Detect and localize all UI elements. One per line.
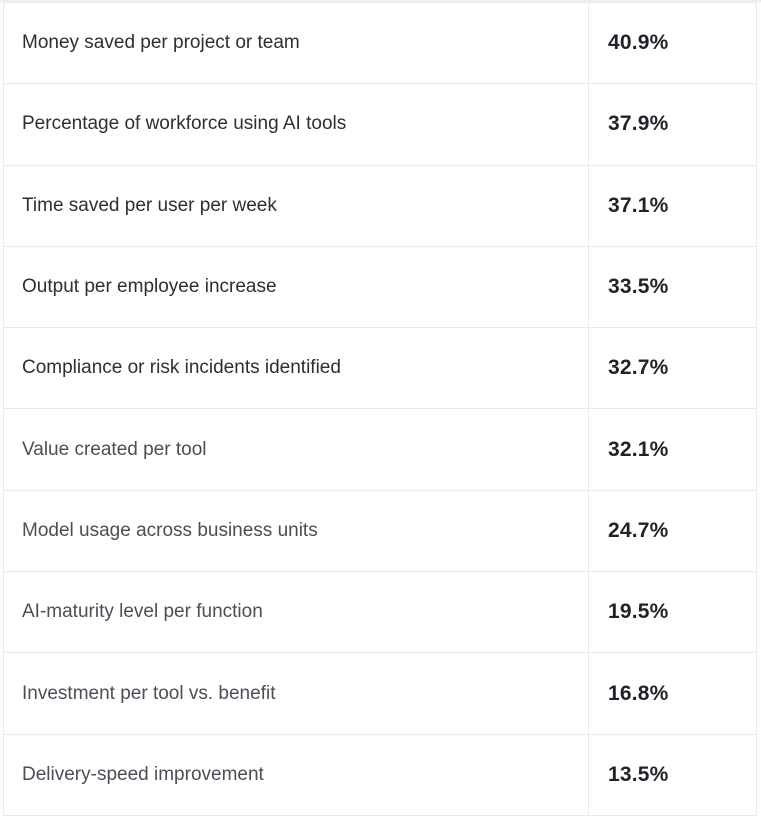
metric-value: 37.9% (588, 83, 757, 166)
metric-label: AI-maturity level per function (3, 571, 589, 654)
metrics-table: Money saved per project or team 40.9% Pe… (3, 1, 757, 816)
table-row: AI-maturity level per function 19.5% (3, 571, 757, 654)
metric-label: Time saved per user per week (3, 164, 589, 247)
table-row: Delivery-speed improvement 13.5% (3, 733, 757, 816)
metric-value: 32.1% (588, 408, 757, 491)
metric-label: Investment per tool vs. benefit (3, 652, 589, 735)
table-row: Compliance or risk incidents identified … (3, 327, 757, 410)
table-row: Output per employee increase 33.5% (3, 245, 757, 329)
metric-value: 33.5% (588, 245, 757, 329)
metric-value: 37.1% (588, 164, 757, 247)
metric-value: 32.7% (588, 327, 757, 410)
metric-label: Delivery-speed improvement (3, 733, 589, 816)
metric-label: Output per employee increase (3, 245, 589, 329)
metric-label: Money saved per project or team (3, 1, 589, 85)
table-row: Money saved per project or team 40.9% (3, 1, 757, 85)
metric-label: Value created per tool (3, 408, 589, 491)
table-row: Investment per tool vs. benefit 16.8% (3, 652, 757, 735)
metric-value: 40.9% (588, 1, 757, 85)
metric-value: 16.8% (588, 652, 757, 735)
metric-value: 19.5% (588, 571, 757, 654)
table-row: Model usage across business units 24.7% (3, 489, 757, 573)
table-row: Percentage of workforce using AI tools 3… (3, 83, 757, 166)
metric-label: Compliance or risk incidents identified (3, 327, 589, 410)
metrics-table-body: Money saved per project or team 40.9% Pe… (3, 1, 757, 816)
metric-label: Percentage of workforce using AI tools (3, 83, 589, 166)
metric-value: 13.5% (588, 733, 757, 816)
table-row: Value created per tool 32.1% (3, 408, 757, 491)
table-row: Time saved per user per week 37.1% (3, 164, 757, 247)
metric-label: Model usage across business units (3, 489, 589, 573)
metric-value: 24.7% (588, 489, 757, 573)
